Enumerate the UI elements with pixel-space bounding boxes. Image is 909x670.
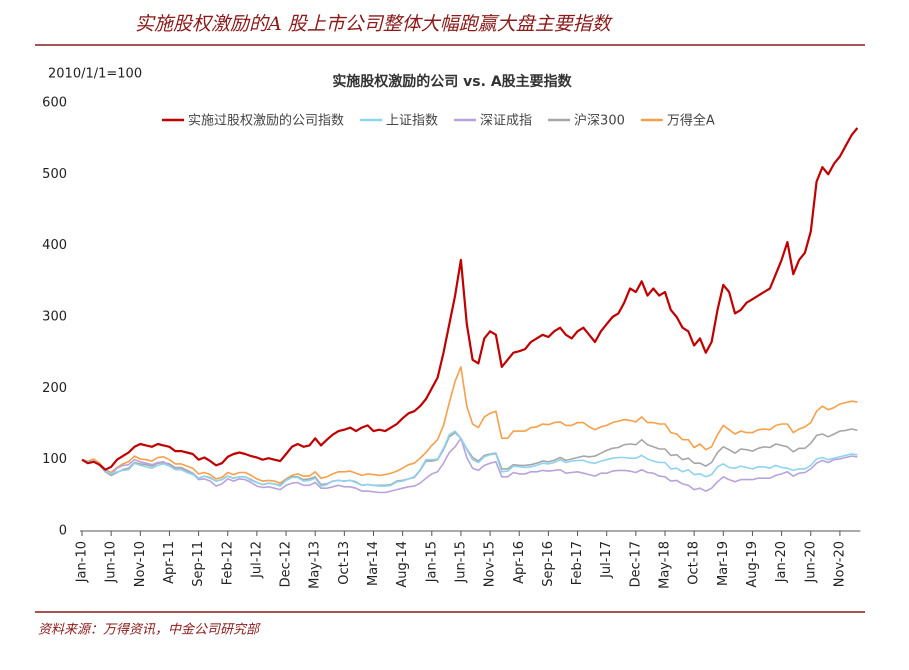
y-tick-label: 0 xyxy=(59,524,67,539)
series-line xyxy=(81,428,858,487)
x-tick-label: Jul-12 xyxy=(249,541,264,579)
x-tick-label: Sep-11 xyxy=(191,541,206,587)
x-tick-label: Mar-19 xyxy=(716,541,731,586)
x-tick-label: Aug-14 xyxy=(395,541,410,588)
x-tick-label: Apr-16 xyxy=(512,541,527,584)
x-tick-label: Nov-15 xyxy=(483,541,498,587)
x-tick-label: Oct-18 xyxy=(687,541,702,585)
legend-label: 实施过股权激励的公司指数 xyxy=(188,113,344,129)
x-tick-label: May-13 xyxy=(308,541,323,589)
x-tick-label: Feb-17 xyxy=(570,541,585,585)
x-tick-label: Jun-15 xyxy=(453,541,468,584)
x-tick-label: Jan-10 xyxy=(75,541,90,583)
x-tick-label: Mar-14 xyxy=(366,541,381,586)
y-axis-label: 2010/1/1=100 xyxy=(48,67,142,82)
x-tick-label: Jan-15 xyxy=(424,541,439,583)
y-tick-label: 400 xyxy=(42,238,67,253)
x-tick-label: Nov-20 xyxy=(832,541,847,587)
x-tick-label: Jun-20 xyxy=(803,541,818,584)
y-tick-label: 100 xyxy=(42,452,67,467)
x-tick-label: Jan-20 xyxy=(774,541,789,583)
legend-label: 上证指数 xyxy=(386,114,438,129)
x-tick-label: Aug-19 xyxy=(745,541,760,588)
legend-label: 深证成指 xyxy=(480,114,532,129)
x-tick-label: Nov-10 xyxy=(133,541,148,587)
legend-label: 沪深300 xyxy=(574,113,625,129)
x-tick-label: Dec-17 xyxy=(628,541,643,587)
x-tick-label: Jun-10 xyxy=(104,541,119,584)
x-tick-label: Jul-17 xyxy=(599,541,614,579)
x-tick-label: Sep-16 xyxy=(541,541,556,587)
header-title: 实施股权激励的A 股上市公司整体大幅跑赢大盘主要指数 xyxy=(135,13,614,35)
legend-label: 万得全A xyxy=(667,113,715,129)
y-tick-label: 600 xyxy=(42,96,67,111)
series-line xyxy=(81,366,858,484)
source-note: 资料来源：万得资讯，中金公司研究部 xyxy=(38,622,261,638)
x-tick-label: Feb-12 xyxy=(220,541,235,585)
x-tick-label: May-18 xyxy=(658,541,673,589)
x-tick-label: Apr-11 xyxy=(162,541,177,584)
series-line xyxy=(81,127,859,471)
x-tick-label: Dec-12 xyxy=(279,541,294,587)
series-line xyxy=(81,437,858,494)
y-tick-label: 500 xyxy=(42,167,67,182)
chart-title: 实施股权激励的公司 vs. A股主要指数 xyxy=(332,73,572,90)
y-tick-label: 200 xyxy=(42,381,67,396)
x-tick-label: Oct-13 xyxy=(337,541,352,585)
series-line xyxy=(81,430,858,487)
y-tick-label: 300 xyxy=(42,310,67,325)
